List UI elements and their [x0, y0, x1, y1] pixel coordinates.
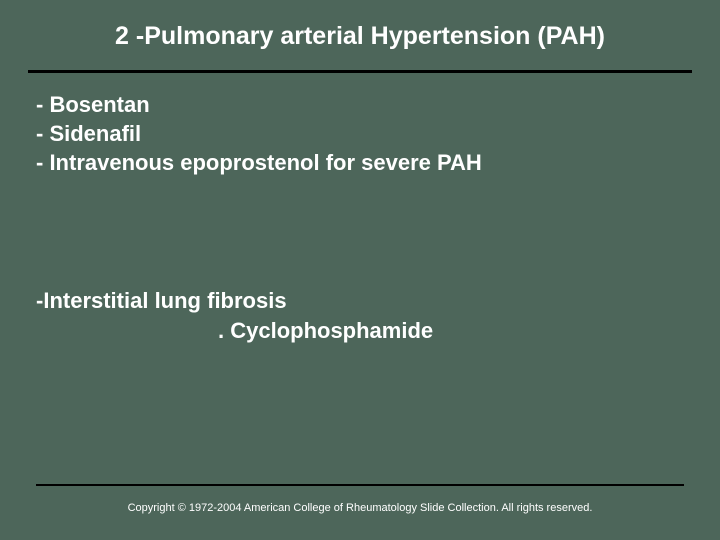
- divider-bottom: [36, 484, 684, 486]
- slide: 2 -Pulmonary arterial Hypertension (PAH)…: [0, 0, 720, 540]
- bullet-line: - Intravenous epoprostenol for severe PA…: [36, 148, 482, 177]
- bullet-line-indented: . Cyclophosphamide: [36, 316, 433, 346]
- body-group-2: -Interstitial lung fibrosis . Cyclophosp…: [36, 286, 433, 345]
- divider-top: [28, 70, 692, 73]
- copyright-text: Copyright © 1972-2004 American College o…: [0, 502, 720, 514]
- bullet-line: - Bosentan: [36, 90, 482, 119]
- slide-title: 2 -Pulmonary arterial Hypertension (PAH): [0, 22, 720, 51]
- bullet-line: - Sidenafil: [36, 119, 482, 148]
- bullet-text: . Cyclophosphamide: [218, 318, 433, 343]
- body-group-1: - Bosentan - Sidenafil - Intravenous epo…: [36, 90, 482, 177]
- bullet-line: -Interstitial lung fibrosis: [36, 286, 433, 316]
